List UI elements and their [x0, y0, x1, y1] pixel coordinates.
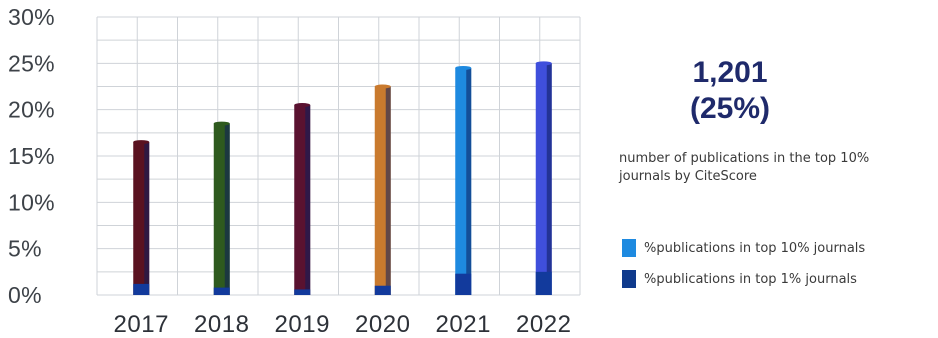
bar-2020	[374, 84, 391, 295]
y-tick-label: 10%	[8, 189, 55, 215]
bar-top10-side-2017	[144, 142, 150, 295]
bar-top10-side-2022	[546, 63, 552, 296]
highlight-percent: (25%)	[689, 92, 771, 125]
bar-2022	[535, 61, 552, 296]
bar-top10-cap-2022	[535, 61, 552, 66]
bar-top1-2018	[213, 287, 230, 295]
highlight-description: number of publications in the top 10% jo…	[619, 150, 929, 186]
legend-label-top10: %publications in top 10% journals	[644, 240, 866, 256]
y-axis-ticks: 0% 5% 10% 15% 20% 25% 30%	[8, 4, 55, 308]
y-tick-label: 15%	[8, 143, 55, 169]
chart-grid	[96, 16, 581, 296]
legend-label-top1: %publications in top 1% journals	[644, 271, 857, 287]
bar-top10-side-2021	[466, 67, 472, 295]
bar-top1-2019	[294, 289, 311, 295]
legend-swatch-top10	[622, 239, 636, 257]
legend-item-top1: %publications in top 1% journals	[622, 268, 932, 290]
chart-legend: %publications in top 10% journals %publi…	[622, 237, 932, 299]
bar-2018	[213, 121, 230, 295]
bar-top10-side-2018	[224, 123, 230, 295]
bar-top1-2020	[374, 285, 391, 295]
bar-top10-side-2019	[305, 105, 311, 296]
y-tick-label: 25%	[8, 50, 55, 76]
x-tick-label: 2020	[355, 311, 410, 338]
bar-top10-cap-2018	[213, 121, 230, 126]
bar-2021	[455, 65, 472, 295]
chart-bars	[133, 61, 552, 296]
x-tick-label: 2019	[275, 311, 330, 338]
legend-swatch-top1	[622, 270, 636, 288]
y-tick-label: 5%	[8, 236, 42, 262]
highlight-count: 1,201	[692, 56, 768, 89]
y-tick-label: 30%	[8, 4, 55, 30]
bar-top10-cap-2020	[374, 84, 391, 89]
bar-2019	[294, 103, 311, 296]
legend-item-top10: %publications in top 10% journals	[622, 237, 932, 259]
x-tick-label: 2022	[516, 311, 571, 338]
x-axis-labels: 2017 2018 2019 2020 2021 2022	[114, 311, 571, 338]
x-tick-label: 2021	[436, 311, 491, 338]
bar-top10-cap-2017	[133, 140, 150, 145]
x-tick-label: 2017	[114, 311, 169, 338]
bar-top1-2021	[455, 273, 472, 295]
bar-top1-2017	[133, 283, 150, 295]
y-tick-label: 0%	[8, 282, 42, 308]
x-tick-label: 2018	[194, 311, 249, 338]
highlight-description-line1: number of publications in the top 10%	[619, 151, 870, 166]
highlight-stat: 1,201 (25%)	[640, 55, 820, 127]
bar-top10-cap-2019	[294, 103, 311, 108]
highlight-description-line2: journals by CiteScore	[619, 169, 757, 184]
bar-top1-2022	[535, 271, 552, 295]
bar-2017	[133, 140, 150, 295]
y-tick-label: 20%	[8, 97, 55, 123]
bar-top10-cap-2021	[455, 65, 472, 70]
bar-top10-side-2020	[385, 86, 391, 295]
